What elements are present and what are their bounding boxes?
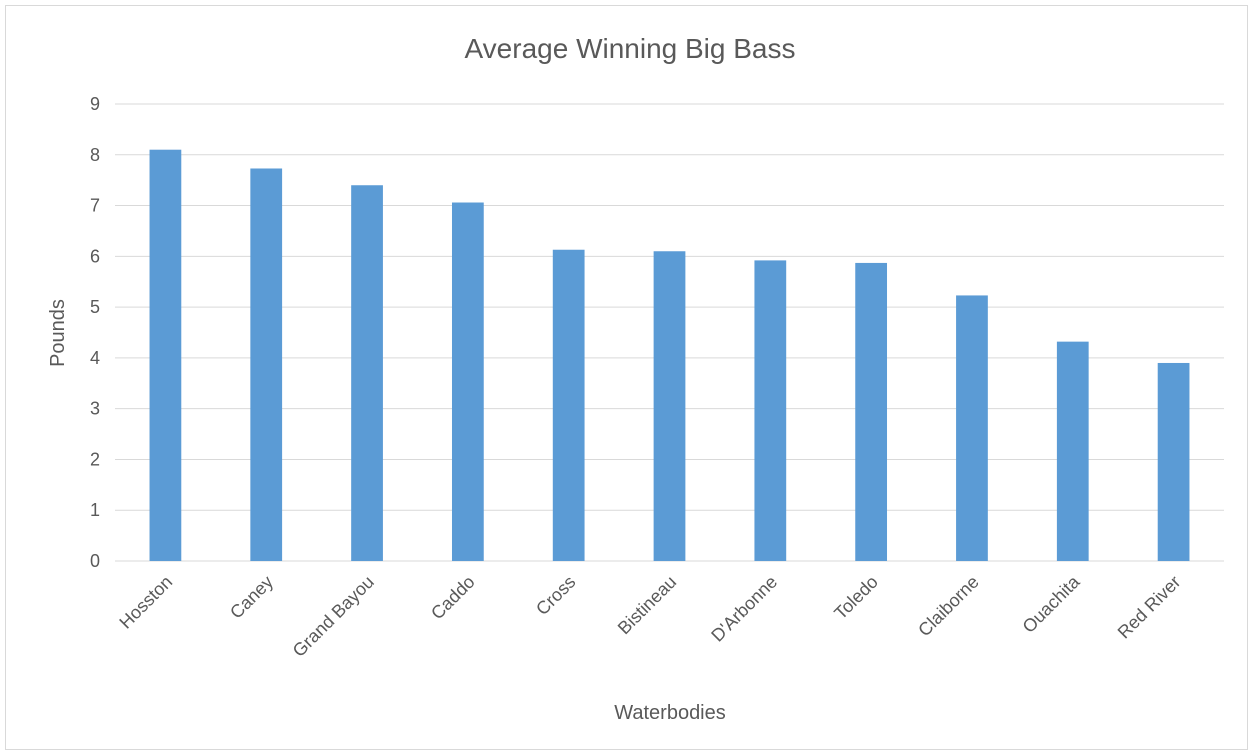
x-tick-label: Hosston	[115, 572, 176, 633]
y-axis-label: Pounds	[47, 299, 69, 367]
chart-frame	[5, 5, 1248, 750]
x-tick-label: Caddo	[427, 572, 479, 624]
gridlines	[115, 103, 1224, 562]
bars	[149, 149, 1190, 561]
bar-red-river	[1157, 362, 1190, 561]
bar-caddo	[451, 202, 484, 561]
chart-title: Average Winning Big Bass	[465, 33, 796, 64]
y-tick-label: 0	[90, 551, 100, 571]
x-axis-label: Waterbodies	[614, 702, 726, 724]
bar-bistineau	[653, 251, 686, 561]
bar-ouachita	[1056, 341, 1089, 561]
bar-grand-bayou	[351, 185, 383, 561]
y-tick-label: 4	[90, 348, 100, 368]
x-tick-label: Claiborne	[914, 572, 983, 641]
bar-toledo	[855, 262, 888, 561]
x-tick-label: Ouachita	[1019, 571, 1085, 637]
x-tick-label: Toledo	[830, 572, 882, 624]
x-tick-label: Caney	[226, 572, 277, 623]
x-tick-label: Grand Bayou	[289, 572, 378, 661]
bar-caney	[250, 168, 283, 561]
bar-claiborne	[956, 295, 988, 561]
y-tick-label: 7	[90, 196, 100, 216]
bar-d-arbonne	[754, 260, 787, 561]
x-tick-label: Bistineau	[614, 572, 681, 639]
y-tick-label: 6	[90, 246, 100, 266]
bar-cross	[552, 249, 585, 561]
y-tick-label: 2	[90, 449, 100, 469]
x-tick-label: Red River	[1114, 572, 1185, 643]
y-tick-label: 8	[90, 145, 100, 165]
y-tick-label: 3	[90, 399, 100, 419]
x-tick-label: D'Arbonne	[707, 572, 781, 646]
y-tick-label: 1	[90, 500, 100, 520]
x-axis-ticks: Hosston Caney Grand Bayou Caddo Cross Bistine…	[115, 571, 1184, 661]
y-tick-label: 5	[90, 297, 100, 317]
x-tick-label: Cross	[532, 572, 579, 619]
y-axis-ticks: 0 1 2 3 4 5 6 7 8 9	[90, 94, 100, 571]
bar-hosston	[149, 149, 182, 561]
y-tick-label: 9	[90, 94, 100, 114]
